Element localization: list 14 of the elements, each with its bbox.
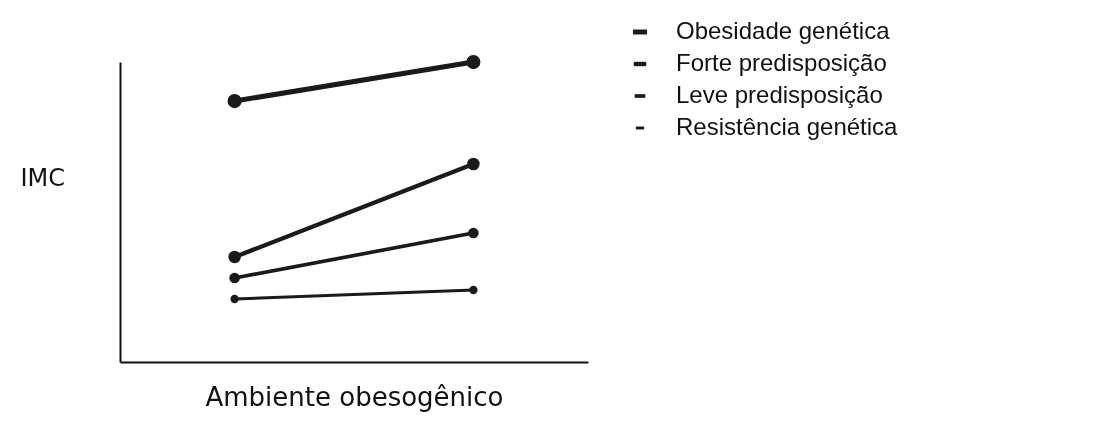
point xyxy=(469,285,478,295)
legend-label: Forte predisposição xyxy=(676,49,887,76)
y-axis-title: IMC xyxy=(20,163,66,192)
x-axis-title: Ambiente obesogênico xyxy=(205,381,504,412)
point xyxy=(229,272,240,284)
point xyxy=(467,157,480,171)
point xyxy=(468,227,479,239)
legend-label: Obesidade genética xyxy=(676,17,891,44)
point xyxy=(228,250,241,264)
point xyxy=(227,94,242,109)
point xyxy=(230,294,239,304)
point xyxy=(466,55,481,70)
legend-label: Leve predisposição xyxy=(676,81,883,108)
legend-label: Resistência genética xyxy=(676,113,899,140)
